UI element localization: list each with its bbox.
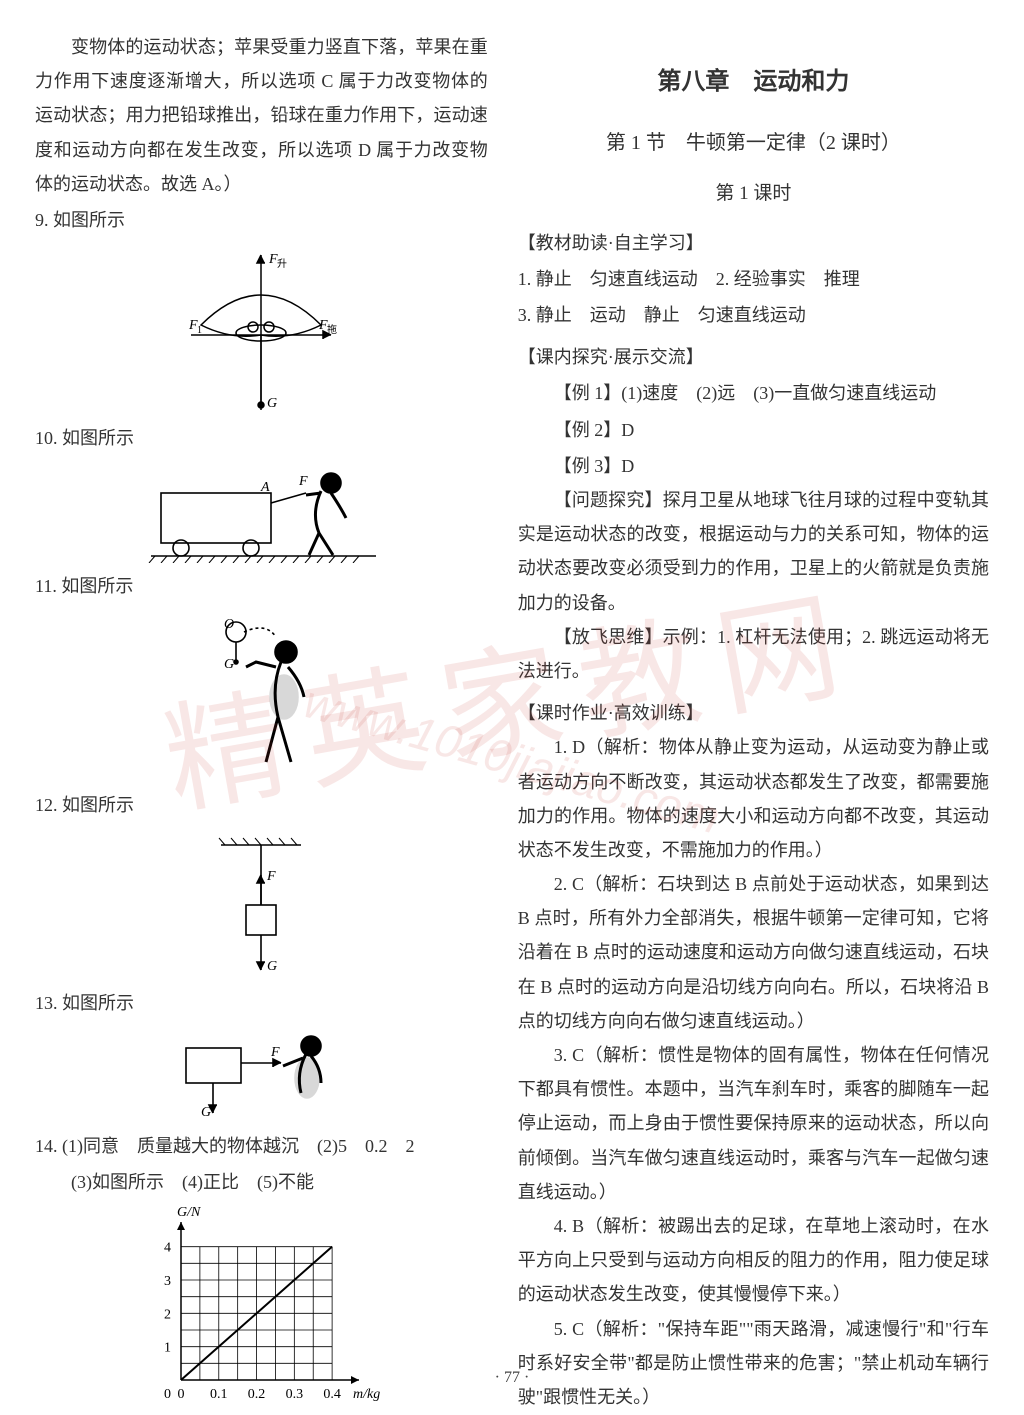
intro-paragraph: 变物体的运动状态；苹果受重力竖直下落，苹果在重力作用下速度逐渐增大，所以选项 C… — [35, 30, 488, 201]
subhead-2: 【课内探究·展示交流】 — [518, 340, 989, 374]
svg-text:F: F — [298, 474, 308, 489]
right-column: 第八章 运动和力 第 1 节 牛顿第一定律（2 课时） 第 1 课时 【教材助读… — [518, 30, 989, 1387]
q14b: (3)如图所示 (4)正比 (5)不能 — [35, 1165, 488, 1199]
section-title: 第 1 节 牛顿第一定律（2 课时） — [518, 124, 989, 162]
subhead-3: 【课时作业·高效训练】 — [518, 696, 989, 730]
q13-label: 13. 如图所示 — [35, 986, 488, 1020]
ex2: 【例 2】D — [518, 413, 989, 447]
svg-text:O: O — [224, 617, 234, 632]
answer-3: 3. C（解析：惯性是物体的固有属性，物体在任何情况下都具有惯性。本题中，当汽车… — [518, 1038, 989, 1209]
svg-text:拖: 拖 — [327, 323, 337, 336]
subhead-1: 【教材助读·自主学习】 — [518, 226, 989, 260]
svg-text:F: F — [266, 869, 276, 884]
svg-text:4: 4 — [164, 1241, 171, 1256]
s1a: 1. 静止 匀速直线运动 2. 经验事实 推理 — [518, 262, 989, 296]
svg-text:F: F — [270, 1045, 280, 1060]
svg-text:G: G — [201, 1105, 211, 1120]
q13-figure: G F — [35, 1028, 488, 1123]
svg-text:G: G — [224, 657, 234, 672]
svg-text:1: 1 — [164, 1341, 171, 1356]
q10-label: 10. 如图所示 — [35, 421, 488, 455]
q14a: 14. (1)同意 质量越大的物体越沉 (2)5 0.2 2 — [35, 1129, 488, 1163]
lesson-title: 第 1 课时 — [518, 176, 989, 212]
svg-text:1: 1 — [197, 325, 202, 336]
q10-figure: A F — [35, 463, 488, 563]
q9-figure: F升 F1 F拖 G — [35, 245, 488, 415]
svg-text:升: 升 — [277, 258, 287, 270]
svg-text:G: G — [267, 959, 277, 974]
fly-thinking: 【放飞思维】示例：1. 杠杆无法使用；2. 跳远运动将无法进行。 — [518, 620, 989, 688]
q12-label: 12. 如图所示 — [35, 788, 488, 822]
s1b: 3. 静止 运动 静止 匀速直线运动 — [518, 298, 989, 332]
left-column: 变物体的运动状态；苹果受重力竖直下落，苹果在重力作用下速度逐渐增大，所以选项 C… — [35, 30, 488, 1387]
answer-4: 4. B（解析：被踢出去的足球，在草地上滚动时，在水平方向上只受到与运动方向相反… — [518, 1209, 989, 1312]
q9-label: 9. 如图所示 — [35, 203, 488, 237]
svg-text:2: 2 — [164, 1308, 171, 1323]
page-container: 变物体的运动状态；苹果受重力竖直下落，苹果在重力作用下速度逐渐增大，所以选项 C… — [0, 0, 1024, 1407]
q11-figure: O G — [35, 612, 488, 782]
svg-text:A: A — [260, 480, 270, 495]
ex3: 【例 3】D — [518, 449, 989, 483]
q12-figure: F G — [35, 830, 488, 980]
answer-2: 2. C（解析：石块到达 B 点前处于运动状态，如果到达 B 点时，所有外力全部… — [518, 867, 989, 1038]
ex1: 【例 1】(1)速度 (2)远 (3)一直做匀速直线运动 — [518, 376, 989, 410]
q11-label: 11. 如图所示 — [35, 569, 488, 603]
svg-text:3: 3 — [164, 1274, 171, 1289]
svg-text:G: G — [267, 396, 277, 411]
answer-1: 1. D（解析：物体从静止变为运动，从运动变为静止或者运动方向不断改变，其运动状… — [518, 730, 989, 867]
page-number: · 77 · — [0, 1363, 1024, 1393]
svg-text:G/N: G/N — [177, 1205, 201, 1220]
problem-explore: 【问题探究】探月卫星从地球飞往月球的过程中变轨其实是运动状态的改变，根据运动与力… — [518, 483, 989, 620]
chapter-title: 第八章 运动和力 — [518, 60, 989, 106]
